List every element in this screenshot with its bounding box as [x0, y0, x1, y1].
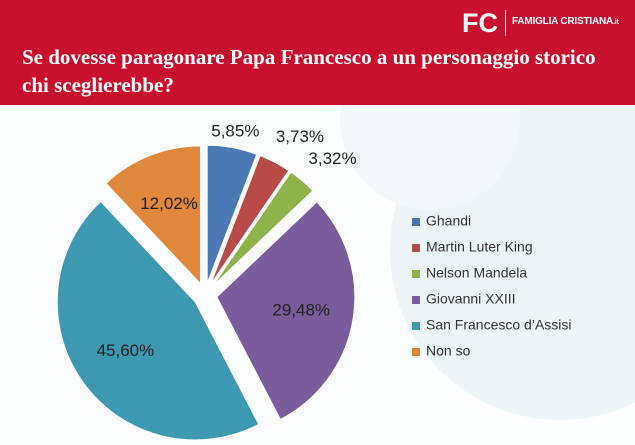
brand-name: FAMIGLIA CRISTIANA	[512, 16, 614, 27]
data-label: 5,85%	[211, 121, 259, 140]
brand-suffix: .it	[613, 19, 619, 26]
legend-marker	[412, 296, 420, 304]
legend-marker	[412, 218, 420, 226]
data-label: 3,73%	[276, 127, 324, 146]
legend-label: Giovanni XXIII	[426, 291, 516, 307]
data-label: 29,48%	[272, 301, 330, 320]
pie-slice	[105, 145, 202, 286]
brand: FAMIGLIA CRISTIANA.it	[512, 16, 619, 27]
logo: FC	[462, 8, 498, 38]
pie-slice	[210, 154, 290, 285]
legend-label: Non so	[426, 343, 471, 359]
legend-label: Nelson Mandela	[426, 265, 527, 281]
pie-slice	[212, 171, 314, 287]
legend-marker	[412, 348, 420, 356]
legend-label: San Francesco d’Assisi	[426, 317, 572, 333]
pie-slice	[216, 201, 356, 421]
legend-label: Martin Luter King	[426, 239, 533, 255]
legend-marker	[412, 244, 420, 252]
data-label: 12,02%	[140, 194, 198, 213]
legend-label: Ghandi	[426, 213, 471, 229]
logo-separator	[505, 10, 506, 36]
pie-slice	[206, 144, 258, 284]
header: Se dovesse paragonare Papa Francesco a u…	[0, 0, 635, 105]
data-label: 3,32%	[308, 149, 356, 168]
legend-marker	[412, 270, 420, 278]
data-label: 45,60%	[97, 341, 155, 360]
pie-slice	[56, 200, 260, 441]
chart-title: Se dovesse paragonare Papa Francesco a u…	[22, 45, 596, 97]
legend-marker	[412, 322, 420, 330]
